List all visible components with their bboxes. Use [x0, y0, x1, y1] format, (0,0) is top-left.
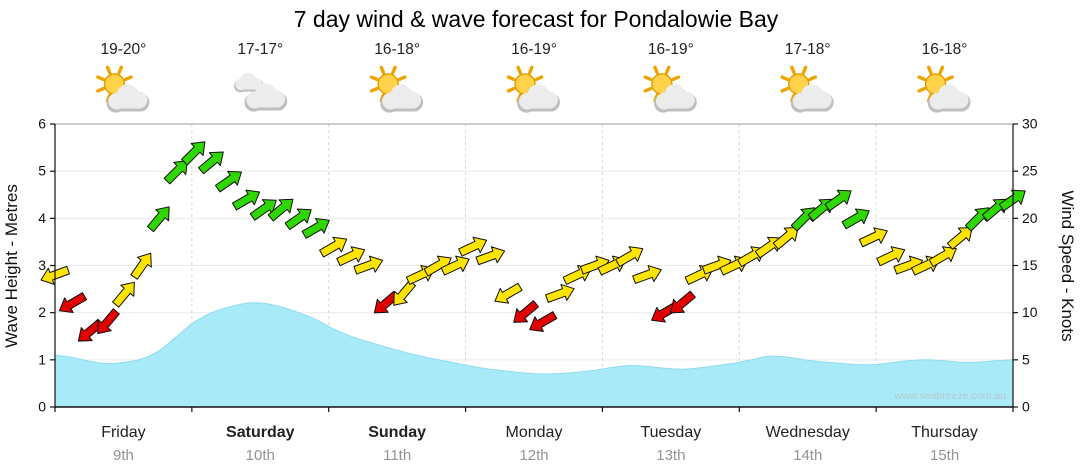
temp-label: 16-19° — [511, 41, 557, 58]
temp-label: 16-18° — [374, 41, 420, 58]
day-date-label: 10th — [246, 447, 275, 464]
wind-arrow — [772, 227, 799, 250]
wind-arrow — [475, 246, 506, 266]
wind-arrow — [440, 255, 470, 276]
wind-arrow — [163, 160, 189, 185]
wind-arrow — [824, 189, 852, 212]
day-headers: 19-20° 17-17° 16-18° 16-19° 16-19° 17-18° 16-1… — [96, 41, 971, 113]
day-name-label: Friday — [101, 424, 145, 441]
wind-arrow — [632, 265, 662, 284]
wind-arrow — [97, 308, 120, 335]
wind-arrow — [146, 206, 170, 233]
day-labels: Friday 9th Saturday 10th Sunday 11th Monday 12t… — [101, 424, 978, 464]
day-name-label: Tuesday — [640, 424, 701, 441]
wind-tick-label: 20 — [1022, 210, 1038, 226]
wind-tick-label: 25 — [1022, 163, 1038, 179]
wave-tick-label: 3 — [38, 257, 46, 273]
axes-layer: 0 1 2 3 4 5 6 0 5 10 15 20 25 30 — [38, 116, 1038, 415]
temp-label: 16-18° — [922, 41, 968, 58]
wind-arrow — [928, 246, 957, 268]
wind-arrow — [249, 199, 277, 221]
wave-tick-label: 0 — [38, 399, 46, 415]
temp-label: 16-19° — [648, 41, 694, 58]
wind-arrow — [545, 283, 575, 303]
day-date-label: 14th — [793, 447, 822, 464]
watermark: www.seabreeze.com.au — [894, 390, 1007, 402]
wave-area-series — [54, 302, 1014, 408]
wind-arrow — [301, 217, 330, 239]
wave-tick-label: 5 — [38, 163, 46, 179]
wave-tick-label: 2 — [38, 304, 46, 320]
wind-arrow — [494, 282, 523, 304]
wind-arrow — [876, 246, 906, 267]
wind-arrow — [615, 246, 644, 268]
wind-arrow — [319, 236, 348, 258]
wind-arrow — [58, 292, 88, 314]
wind-arrow — [130, 252, 152, 280]
sun-cloud-icon — [506, 65, 560, 113]
wind-arrow — [946, 227, 973, 250]
wind-arrow — [112, 281, 135, 308]
wind-arrow — [336, 246, 366, 267]
sun-cloud-icon — [369, 65, 424, 113]
wind-arrow — [458, 236, 488, 257]
left-axis-title: Wave Height - Metres — [2, 184, 21, 348]
page-title: 7 day wind & wave forecast for Pondalowi… — [294, 6, 779, 32]
wind-arrow — [284, 208, 312, 231]
day-date-label: 13th — [656, 447, 685, 464]
wind-tick-label: 0 — [1022, 399, 1030, 415]
day-date-label: 11th — [383, 447, 411, 464]
wind-arrow — [181, 141, 206, 166]
wind-arrow-series — [40, 141, 1026, 342]
wind-arrow — [77, 318, 104, 342]
wind-arrow — [670, 290, 696, 314]
wind-arrow — [214, 170, 242, 193]
temp-label: 17-18° — [785, 41, 831, 58]
sun-cloud-icon — [96, 65, 150, 113]
wind-tick-label: 5 — [1022, 351, 1030, 367]
wave-tick-label: 6 — [38, 116, 46, 132]
day-name-label: Thursday — [911, 424, 978, 441]
wind-tick-label: 10 — [1022, 304, 1038, 320]
wind-arrow — [267, 198, 294, 222]
right-axis-title: Wind Speed - Knots — [1058, 190, 1077, 341]
day-date-label: 9th — [113, 447, 134, 464]
temp-label: 19-20° — [101, 41, 147, 58]
cloud-icon — [234, 72, 288, 112]
wave-tick-label: 4 — [38, 210, 46, 226]
wind-arrow — [231, 189, 261, 211]
day-name-label: Monday — [506, 424, 563, 441]
sun-cloud-icon — [643, 65, 697, 113]
wind-arrow — [858, 227, 888, 248]
wind-tick-label: 15 — [1022, 257, 1038, 273]
wind-arrow — [841, 208, 870, 230]
wind-arrow — [393, 280, 416, 306]
wind-arrow — [373, 290, 400, 314]
day-name-label: Wednesday — [766, 424, 850, 441]
day-date-label: 12th — [519, 447, 548, 464]
temp-label: 17-17° — [237, 41, 283, 58]
wind-tick-label: 30 — [1022, 116, 1038, 132]
day-name-label: Sunday — [368, 424, 426, 441]
wind-arrow — [198, 151, 224, 175]
wave-tick-label: 1 — [38, 351, 46, 367]
wind-arrow — [353, 255, 384, 275]
sun-cloud-icon — [780, 65, 834, 113]
wind-arrow — [513, 300, 540, 323]
day-name-label: Saturday — [226, 424, 295, 441]
sun-cloud-icon — [917, 65, 971, 113]
day-date-label: 15th — [930, 447, 959, 464]
wind-arrow — [529, 311, 558, 332]
